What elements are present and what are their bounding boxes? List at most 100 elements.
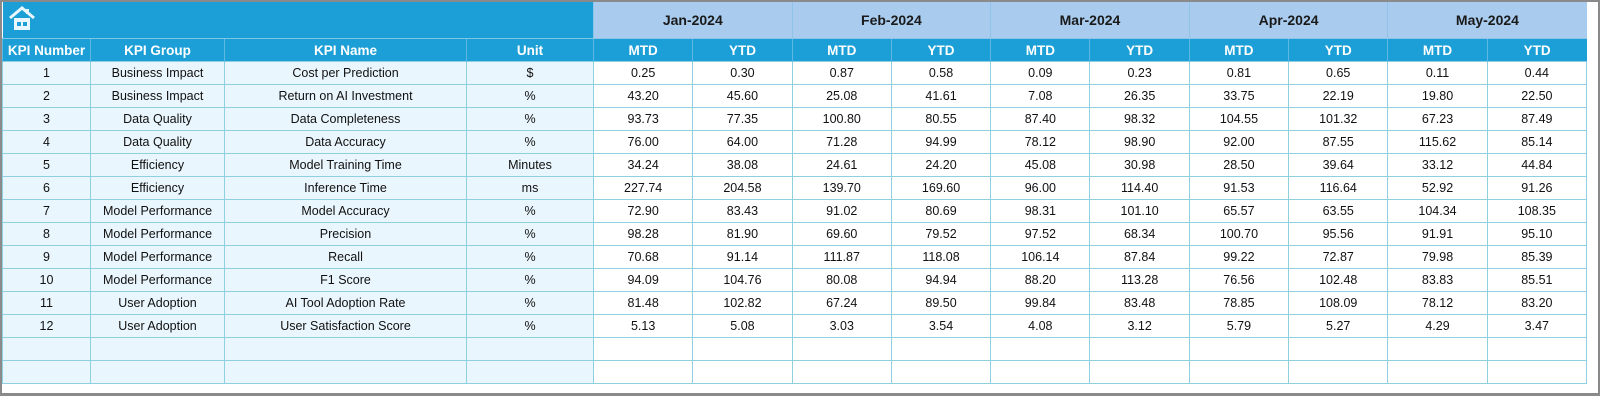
value-cell[interactable]: 91.14 <box>692 245 793 269</box>
value-cell[interactable]: 87.40 <box>990 107 1091 131</box>
value-cell[interactable]: 95.10 <box>1486 222 1588 246</box>
kpi-group-cell[interactable]: Efficiency <box>90 153 225 177</box>
value-cell[interactable]: 0.25 <box>592 61 694 85</box>
value-cell[interactable]: 85.14 <box>1486 130 1588 154</box>
kpi-group-cell[interactable]: Business Impact <box>90 84 225 108</box>
value-cell[interactable]: 108.09 <box>1288 291 1389 315</box>
value-cell[interactable]: 99.84 <box>990 291 1091 315</box>
value-cell[interactable]: 24.20 <box>890 153 992 177</box>
value-cell[interactable]: 0.11 <box>1387 61 1488 85</box>
kpi-number-cell[interactable]: 9 <box>2 245 91 269</box>
empty-cell[interactable] <box>791 337 892 361</box>
value-cell[interactable]: 78.12 <box>1387 291 1488 315</box>
value-cell[interactable]: 0.58 <box>890 61 992 85</box>
value-cell[interactable]: 96.00 <box>990 176 1091 200</box>
value-cell[interactable]: 63.55 <box>1288 199 1389 223</box>
value-cell[interactable]: 45.60 <box>692 84 793 108</box>
value-cell[interactable]: 41.61 <box>890 84 992 108</box>
empty-cell[interactable] <box>1089 360 1190 384</box>
value-cell[interactable]: 70.68 <box>592 245 694 269</box>
empty-cell[interactable] <box>1288 360 1389 384</box>
value-cell[interactable]: 22.50 <box>1486 84 1588 108</box>
value-cell[interactable]: 67.24 <box>791 291 892 315</box>
value-cell[interactable]: 92.00 <box>1188 130 1290 154</box>
value-cell[interactable]: 83.20 <box>1486 291 1588 315</box>
empty-cell[interactable] <box>990 337 1091 361</box>
value-cell[interactable]: 83.83 <box>1387 268 1488 292</box>
value-cell[interactable]: 115.62 <box>1387 130 1488 154</box>
value-cell[interactable]: 3.12 <box>1089 314 1190 338</box>
value-cell[interactable]: 5.27 <box>1288 314 1389 338</box>
value-cell[interactable]: 22.19 <box>1288 84 1389 108</box>
value-cell[interactable]: 68.34 <box>1089 222 1190 246</box>
value-cell[interactable]: 76.00 <box>592 130 694 154</box>
sub-column-header-ytd[interactable]: YTD <box>1288 38 1388 62</box>
kpi-group-cell[interactable]: Data Quality <box>90 130 225 154</box>
empty-cell[interactable] <box>890 360 992 384</box>
column-header[interactable]: KPI Group <box>90 38 225 62</box>
empty-cell[interactable] <box>592 360 694 384</box>
kpi-group-cell[interactable]: User Adoption <box>90 291 225 315</box>
value-cell[interactable]: 0.30 <box>692 61 793 85</box>
kpi-unit-cell[interactable]: ms <box>466 176 594 200</box>
value-cell[interactable]: 104.55 <box>1188 107 1290 131</box>
value-cell[interactable]: 81.48 <box>592 291 694 315</box>
value-cell[interactable]: 97.52 <box>990 222 1091 246</box>
value-cell[interactable]: 81.90 <box>692 222 793 246</box>
value-cell[interactable]: 95.56 <box>1288 222 1389 246</box>
empty-cell[interactable] <box>692 337 793 361</box>
value-cell[interactable]: 28.50 <box>1188 153 1290 177</box>
kpi-unit-cell[interactable]: % <box>466 84 594 108</box>
empty-cell[interactable] <box>592 337 694 361</box>
value-cell[interactable]: 91.02 <box>791 199 892 223</box>
value-cell[interactable]: 76.56 <box>1188 268 1290 292</box>
value-cell[interactable]: 88.20 <box>990 268 1091 292</box>
kpi-group-cell[interactable]: Data Quality <box>90 107 225 131</box>
kpi-unit-cell[interactable]: % <box>466 199 594 223</box>
value-cell[interactable]: 100.70 <box>1188 222 1290 246</box>
value-cell[interactable]: 98.32 <box>1089 107 1190 131</box>
kpi-name-cell[interactable]: AI Tool Adoption Rate <box>224 291 467 315</box>
value-cell[interactable]: 5.08 <box>692 314 793 338</box>
value-cell[interactable]: 72.90 <box>592 199 694 223</box>
value-cell[interactable]: 3.03 <box>791 314 892 338</box>
kpi-unit-cell[interactable]: % <box>466 107 594 131</box>
value-cell[interactable]: 71.28 <box>791 130 892 154</box>
value-cell[interactable]: 83.43 <box>692 199 793 223</box>
empty-cell[interactable] <box>224 360 467 384</box>
value-cell[interactable]: 104.34 <box>1387 199 1488 223</box>
empty-cell[interactable] <box>692 360 793 384</box>
value-cell[interactable]: 0.81 <box>1188 61 1290 85</box>
sub-column-header-mtd[interactable]: MTD <box>1387 38 1488 62</box>
value-cell[interactable]: 80.55 <box>890 107 992 131</box>
value-cell[interactable]: 83.48 <box>1089 291 1190 315</box>
kpi-unit-cell[interactable]: % <box>466 291 594 315</box>
column-header[interactable]: Unit <box>466 38 594 62</box>
value-cell[interactable]: 79.98 <box>1387 245 1488 269</box>
value-cell[interactable]: 111.87 <box>791 245 892 269</box>
value-cell[interactable]: 118.08 <box>890 245 992 269</box>
value-cell[interactable]: 94.09 <box>592 268 694 292</box>
value-cell[interactable]: 24.61 <box>791 153 892 177</box>
empty-cell[interactable] <box>90 337 225 361</box>
kpi-number-cell[interactable]: 5 <box>2 153 91 177</box>
value-cell[interactable]: 87.55 <box>1288 130 1389 154</box>
value-cell[interactable]: 85.39 <box>1486 245 1588 269</box>
value-cell[interactable]: 87.49 <box>1486 107 1588 131</box>
value-cell[interactable]: 38.08 <box>692 153 793 177</box>
sub-column-header-mtd[interactable]: MTD <box>791 38 892 62</box>
value-cell[interactable]: 102.48 <box>1288 268 1389 292</box>
kpi-name-cell[interactable]: F1 Score <box>224 268 467 292</box>
value-cell[interactable]: 67.23 <box>1387 107 1488 131</box>
empty-cell[interactable] <box>2 337 91 361</box>
kpi-unit-cell[interactable]: % <box>466 130 594 154</box>
empty-cell[interactable] <box>1486 337 1588 361</box>
value-cell[interactable]: 80.08 <box>791 268 892 292</box>
empty-cell[interactable] <box>466 360 594 384</box>
kpi-name-cell[interactable]: Cost per Prediction <box>224 61 467 85</box>
kpi-unit-cell[interactable]: Minutes <box>466 153 594 177</box>
sub-column-header-ytd[interactable]: YTD <box>692 38 793 62</box>
empty-cell[interactable] <box>890 337 992 361</box>
value-cell[interactable]: 69.60 <box>791 222 892 246</box>
sub-column-header-mtd[interactable]: MTD <box>1188 38 1289 62</box>
